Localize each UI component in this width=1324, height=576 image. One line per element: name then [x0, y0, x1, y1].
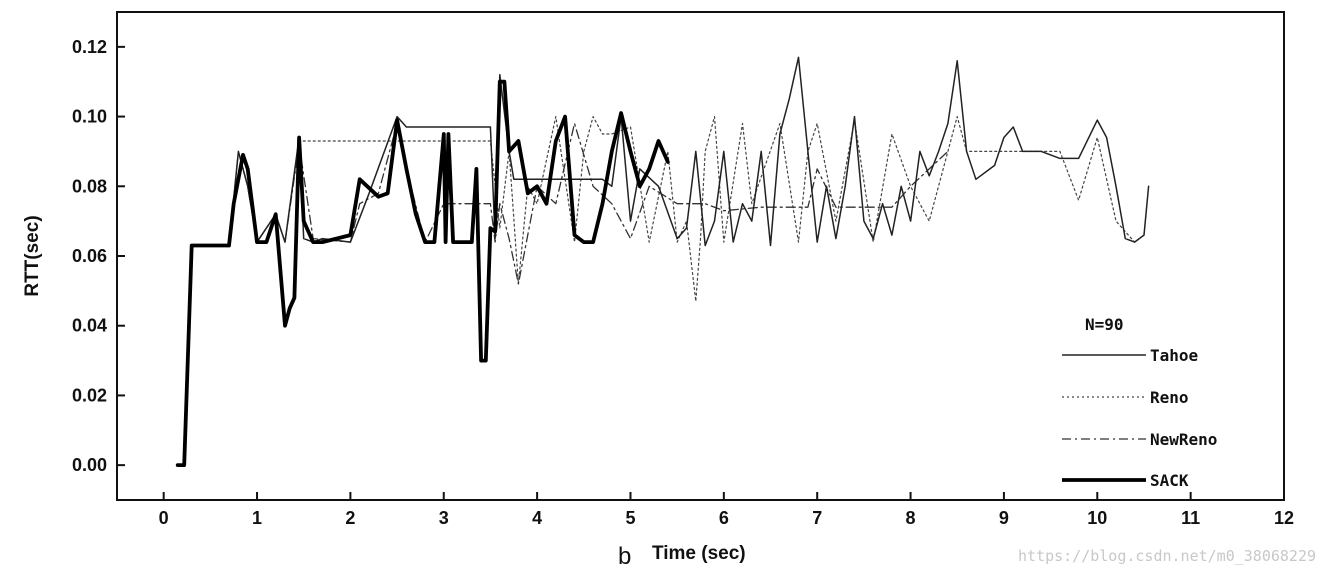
x-tick-label: 1 [252, 508, 262, 528]
watermark: https://blog.csdn.net/m0_38068229 [1018, 547, 1316, 565]
x-axis-label: Time (sec) [652, 543, 746, 564]
x-tick-label: 3 [439, 508, 449, 528]
y-tick-label: 0.08 [72, 176, 107, 196]
y-tick-label: 0.04 [72, 316, 107, 336]
legend-label-tahoe: Tahoe [1150, 346, 1198, 365]
y-tick-label: 0.00 [72, 455, 107, 475]
series-line-sack [175, 79, 670, 468]
panel-letter: b [618, 543, 631, 570]
series-line-tahoe [176, 56, 1150, 466]
legend-title: N=90 [1085, 315, 1124, 334]
x-tick-label: 5 [625, 508, 635, 528]
y-tick-label: 0.02 [72, 385, 107, 405]
y-tick-label: 0.12 [72, 37, 107, 57]
x-tick-label: 11 [1181, 508, 1200, 528]
legend-label-newreno: NewReno [1150, 430, 1217, 449]
x-tick-label: 6 [719, 508, 729, 528]
x-tick-label: 4 [532, 508, 542, 528]
y-axis-ticks: 0.00 0.02 0.04 0.06 0.08 0.10 0.12 [72, 37, 125, 475]
x-tick-label: 7 [812, 508, 822, 528]
x-tick-label: 9 [999, 508, 1009, 528]
x-tick-label: 2 [345, 508, 355, 528]
y-tick-label: 0.06 [72, 246, 107, 266]
legend: N=90 Tahoe Reno NewReno SACK [1062, 315, 1217, 490]
series-layer [175, 56, 1150, 468]
x-tick-label: 0 [159, 508, 169, 528]
legend-label-sack: SACK [1150, 471, 1189, 490]
x-axis-ticks: 0 1 2 3 4 5 6 7 8 9 10 11 12 [159, 492, 1294, 528]
plot-frame [116, 11, 1285, 501]
legend-label-reno: Reno [1150, 388, 1189, 407]
x-tick-label: 8 [906, 508, 916, 528]
series-line-reno [177, 115, 1145, 466]
x-tick-label: 12 [1274, 508, 1294, 528]
y-tick-label: 0.10 [72, 107, 107, 127]
x-tick-label: 10 [1087, 508, 1107, 528]
legend-items: Tahoe Reno NewReno SACK [1062, 346, 1217, 490]
y-axis-label: RTT(sec) [22, 215, 43, 296]
